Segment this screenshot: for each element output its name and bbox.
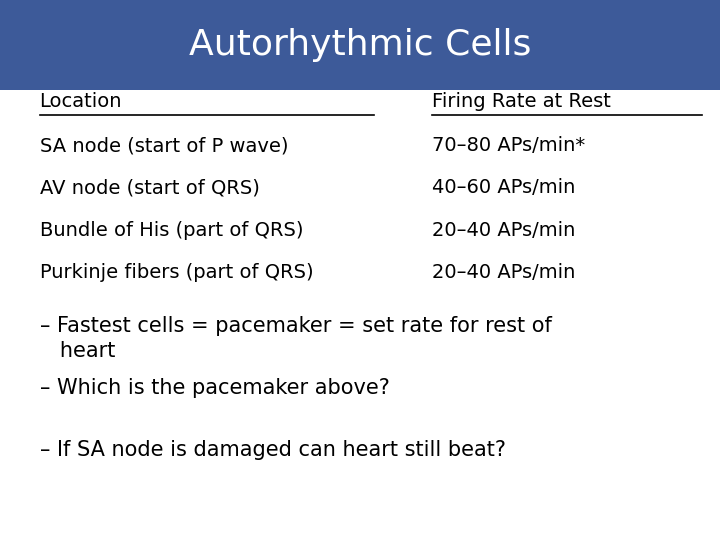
Text: – Fastest cells = pacemaker = set rate for rest of
   heart: – Fastest cells = pacemaker = set rate f… <box>40 316 552 361</box>
Text: Location: Location <box>40 92 122 111</box>
Text: Autorhythmic Cells: Autorhythmic Cells <box>189 28 531 62</box>
Text: 20–40 APs/min: 20–40 APs/min <box>432 220 575 240</box>
Text: – Which is the pacemaker above?: – Which is the pacemaker above? <box>40 378 390 398</box>
Text: SA node (start of P wave): SA node (start of P wave) <box>40 136 288 156</box>
Text: AV node (start of QRS): AV node (start of QRS) <box>40 178 259 198</box>
FancyBboxPatch shape <box>0 0 720 90</box>
Text: 70–80 APs/min*: 70–80 APs/min* <box>432 136 585 156</box>
Text: 20–40 APs/min: 20–40 APs/min <box>432 262 575 282</box>
Text: Bundle of His (part of QRS): Bundle of His (part of QRS) <box>40 220 303 240</box>
Text: – If SA node is damaged can heart still beat?: – If SA node is damaged can heart still … <box>40 440 505 460</box>
Text: Firing Rate at Rest: Firing Rate at Rest <box>432 92 611 111</box>
Text: 40–60 APs/min: 40–60 APs/min <box>432 178 575 198</box>
Text: Purkinje fibers (part of QRS): Purkinje fibers (part of QRS) <box>40 262 313 282</box>
